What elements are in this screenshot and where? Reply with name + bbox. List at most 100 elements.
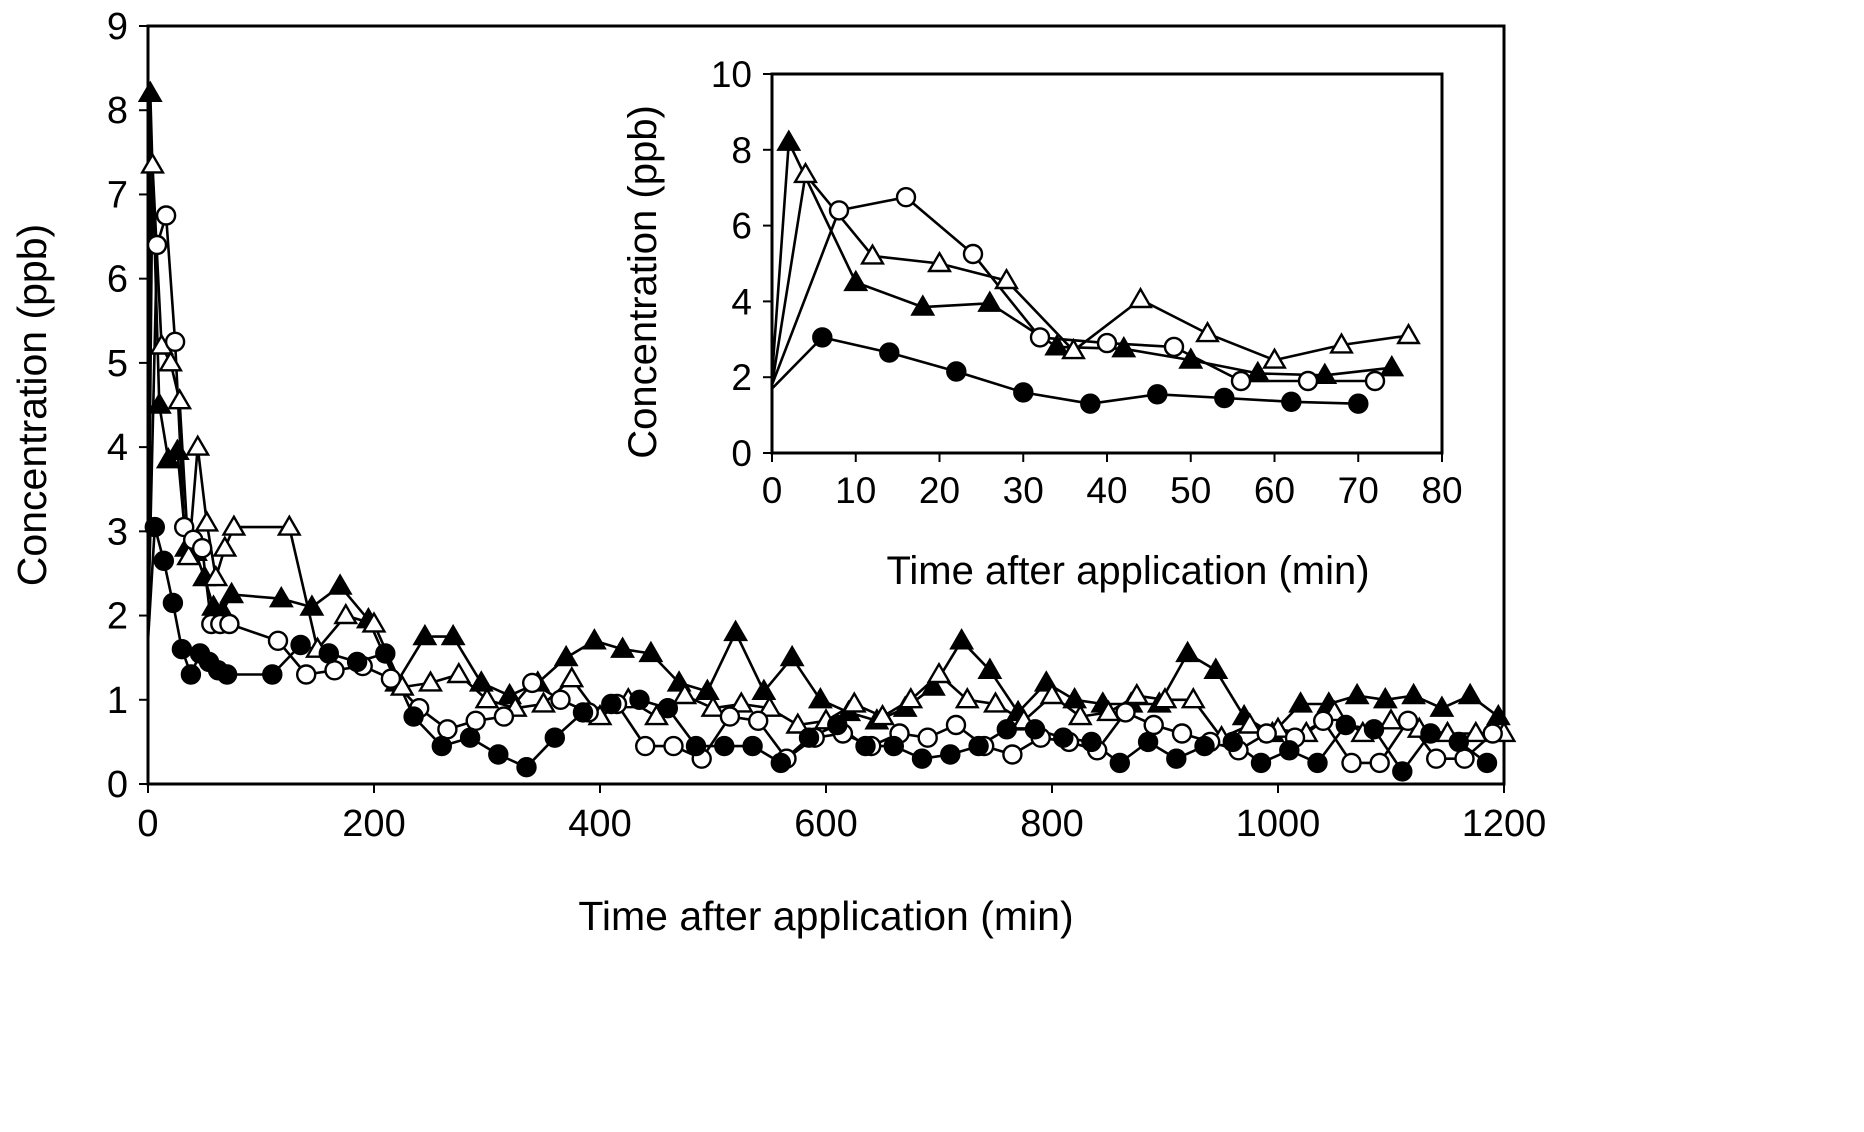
main-series-2-point: [1115, 702, 1136, 723]
inset-series-1-point: [1195, 320, 1220, 343]
inset-series-3-line: [771, 336, 1359, 406]
main-series-1-point: [672, 682, 698, 705]
main-series-2-point: [296, 664, 317, 685]
inset-x-tick-label: 0: [762, 470, 783, 511]
main-series-2-point: [748, 710, 769, 731]
main-series-1-point: [221, 514, 247, 536]
main-series-0-point: [779, 644, 805, 667]
main-y-tick-label: 9: [107, 6, 128, 48]
inset-axes-layer: 0 10 20 30 40 50 60 70 80 0 2 4 6 8 10: [711, 54, 1463, 511]
main-series-3-point: [1053, 727, 1074, 748]
main-series-1-point: [954, 687, 980, 709]
main-series-1-point: [559, 666, 585, 688]
main-series-layer: [137, 80, 1517, 782]
inset-x-tick-label: 40: [1086, 470, 1127, 511]
main-series-0-point: [694, 678, 720, 700]
main-series-3-point: [1222, 731, 1244, 753]
main-series-0-point: [723, 619, 749, 642]
main-series-3-point: [488, 744, 509, 765]
inset-y-tick-label: 10: [711, 54, 752, 95]
inset-series-0-point: [1178, 347, 1204, 369]
main-series-2-point: [1397, 710, 1419, 731]
inset-series-2-point: [1096, 332, 1118, 354]
main-series-0-point: [1344, 682, 1370, 705]
main-series-0-point: [1485, 703, 1511, 726]
main-series-2-point: [635, 735, 656, 757]
main-series-1-point: [158, 350, 183, 372]
main-series-2-point: [1002, 744, 1023, 765]
main-series-3-point: [153, 550, 175, 571]
main-series-3-point: [290, 634, 311, 656]
inset-series-1-point: [1262, 347, 1287, 369]
main-series-1-point: [212, 535, 238, 557]
inset-x-tick-label: 60: [1254, 470, 1295, 511]
main-series-1-point: [1039, 682, 1065, 705]
main-series-2-point: [437, 719, 458, 740]
main-series-3-point: [685, 735, 707, 757]
main-series-1-point: [757, 695, 782, 717]
inset-series-3-point: [879, 342, 900, 363]
main-series-0-point: [638, 640, 664, 663]
main-series-3-point: [1448, 731, 1470, 753]
main-series-1-point: [185, 434, 211, 456]
main-series-0-point: [146, 392, 172, 414]
main-series-2-point: [945, 714, 967, 736]
inset-series-0-point: [910, 294, 936, 316]
main-series-1-point: [1180, 687, 1206, 709]
main-series-2-point: [550, 689, 571, 710]
main-series-0-point: [920, 674, 946, 696]
inset-y-axis-title: Concentration (ppb): [621, 105, 665, 459]
main-series-1-point: [926, 661, 952, 684]
inset-series-3-point: [1214, 387, 1235, 409]
inset-series-1-point: [793, 161, 818, 184]
main-series-2-point: [465, 710, 486, 731]
main-series-1-point: [983, 691, 1008, 713]
main-series-0-point: [949, 628, 975, 650]
main-series-2-point: [191, 538, 213, 559]
main-series-3-point: [171, 639, 193, 660]
main-series-3-point: [162, 592, 184, 614]
main-series-3-point: [1363, 719, 1385, 740]
main-series-3-point: [262, 664, 283, 685]
main-series-3-point: [1335, 714, 1357, 736]
main-series-0-point: [1062, 687, 1087, 709]
inset-y-tick-label: 8: [731, 130, 752, 171]
main-x-tick-label: 1200: [1462, 803, 1547, 845]
main-x-tick-label: 400: [568, 803, 631, 845]
inset-series-1-point: [1128, 286, 1153, 309]
inset-series-1-point: [994, 267, 1019, 290]
main-y-tick-label: 5: [107, 343, 128, 385]
main-x-tick-label: 800: [1020, 803, 1083, 845]
main-series-3-point: [403, 706, 424, 727]
main-series-3-point: [216, 664, 238, 685]
main-x-tick-label: 200: [342, 803, 405, 845]
main-series-2-point: [1369, 752, 1390, 774]
main-series-1-point: [1124, 682, 1150, 705]
main-series-1-point: [203, 564, 229, 587]
inset-series-1-point: [927, 250, 952, 273]
main-series-0-point: [137, 80, 163, 103]
main-series-2-point: [1143, 714, 1164, 736]
main-x-axis-title: Time after application (min): [578, 893, 1073, 939]
main-series-1-point: [333, 602, 359, 625]
main-x-tick-label: 600: [794, 803, 857, 845]
main-series-1-point: [1463, 720, 1489, 743]
main-series-2-point: [1482, 723, 1503, 744]
inset-x-tick-label: 50: [1170, 470, 1211, 511]
main-series-0-point: [1175, 640, 1201, 663]
main-series-3-point: [1137, 731, 1159, 753]
main-series-2-point: [146, 234, 168, 256]
main-series-3-point: [911, 748, 933, 769]
inset-series-1-point: [1396, 322, 1421, 345]
inset-series-2-point: [1029, 327, 1051, 348]
inset-x-tick-label: 20: [919, 470, 960, 511]
main-series-3-point: [1420, 723, 1441, 744]
inset-x-axis-title: Time after application (min): [886, 549, 1369, 593]
main-series-3-point: [1109, 752, 1131, 774]
main-series-2-point: [164, 331, 186, 352]
main-series-3-point: [516, 757, 537, 778]
main-series-0-point: [1288, 691, 1313, 713]
main-series-3-point: [883, 735, 904, 757]
